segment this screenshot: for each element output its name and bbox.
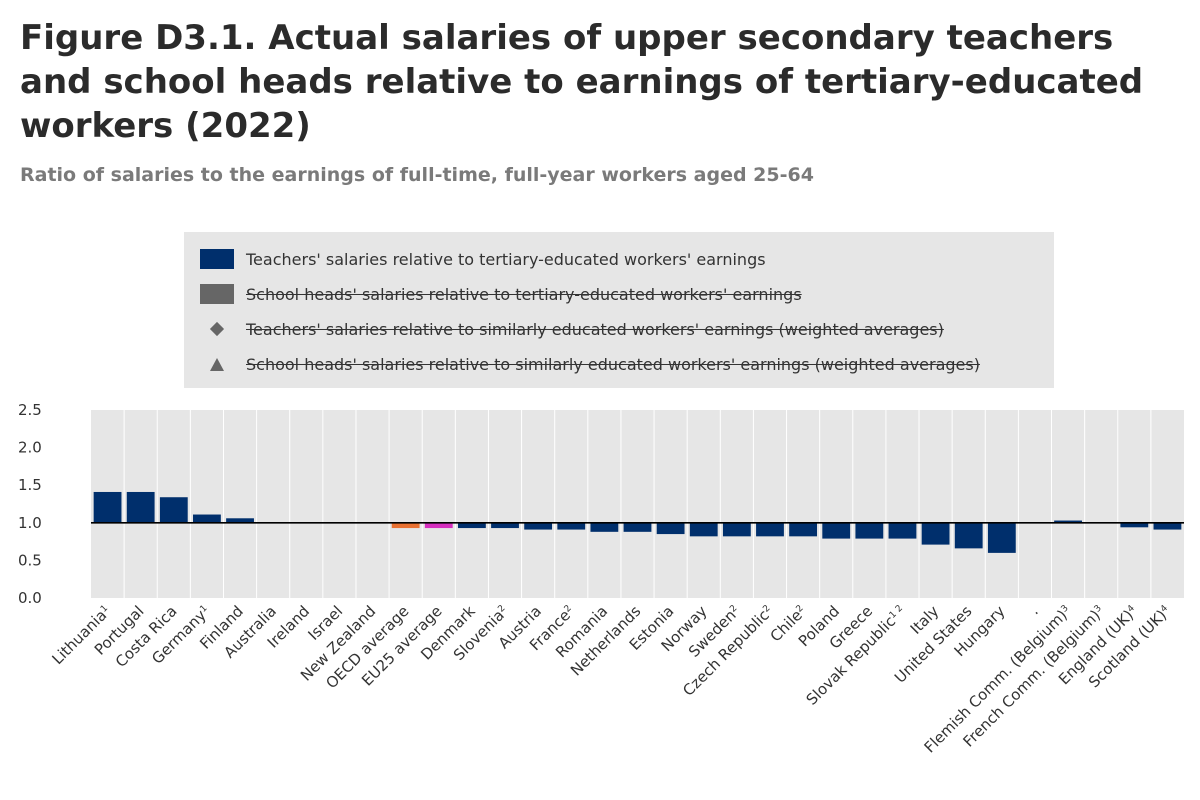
plot-area [91, 410, 1184, 598]
bar [126, 491, 155, 523]
legend-item-teachers-tertiary[interactable]: Teachers' salaries relative to tertiary-… [200, 246, 766, 272]
bar [193, 514, 221, 523]
x-tick-label: . [1026, 602, 1042, 618]
legend-label-teachers-tertiary: Teachers' salaries relative to tertiary-… [246, 249, 766, 269]
bar [623, 522, 652, 532]
bar [226, 518, 254, 523]
bar [722, 522, 751, 537]
bar [1054, 520, 1082, 523]
legend-label-teachers-similar: Teachers' salaries relative to similarly… [246, 319, 944, 339]
y-tick-label: 0.0 [18, 589, 42, 607]
chart-legend: Teachers' salaries relative to tertiary-… [184, 232, 1054, 388]
bar [557, 522, 586, 530]
bar [855, 522, 884, 539]
bar [457, 522, 486, 529]
diamond-marker-icon [200, 319, 234, 339]
bar [491, 522, 519, 529]
legend-item-heads-tertiary[interactable]: School heads' salaries relative to terti… [200, 281, 802, 307]
bar [987, 522, 1016, 553]
bar [689, 522, 718, 537]
bar [822, 522, 851, 539]
bar [159, 497, 188, 523]
legend-swatch-teachers-tertiary [200, 249, 234, 269]
bar-chart: 0.00.51.01.52.02.5Lithuania1PortugalCost… [18, 401, 1184, 756]
bar [888, 522, 917, 539]
y-tick-label: 1.0 [18, 514, 42, 532]
legend-swatch-heads-tertiary [200, 284, 234, 304]
bar [590, 522, 619, 532]
bar [1153, 522, 1182, 530]
bar [656, 522, 685, 535]
triangle-marker-icon [200, 354, 234, 374]
y-tick-label: 2.5 [18, 401, 42, 419]
y-tick-label: 0.5 [18, 551, 42, 569]
bar [954, 522, 983, 549]
legend-label-heads-tertiary: School heads' salaries relative to terti… [246, 284, 802, 304]
y-tick-label: 2.0 [18, 439, 42, 457]
y-tick-label: 1.5 [18, 476, 42, 494]
bar [756, 522, 784, 537]
legend-item-teachers-similar[interactable]: Teachers' salaries relative to similarly… [200, 316, 944, 342]
bar [424, 522, 453, 529]
chart-subtitle: Ratio of salaries to the earnings of ful… [20, 164, 814, 186]
bar [93, 491, 122, 523]
bar [391, 522, 420, 529]
bar [789, 522, 818, 537]
bar [1120, 522, 1149, 528]
bar [524, 522, 553, 530]
chart-title: Figure D3.1. Actual salaries of upper se… [20, 18, 1144, 146]
legend-label-heads-similar: School heads' salaries relative to simil… [246, 354, 980, 374]
bar [921, 522, 950, 545]
legend-item-heads-similar[interactable]: School heads' salaries relative to simil… [200, 351, 980, 377]
